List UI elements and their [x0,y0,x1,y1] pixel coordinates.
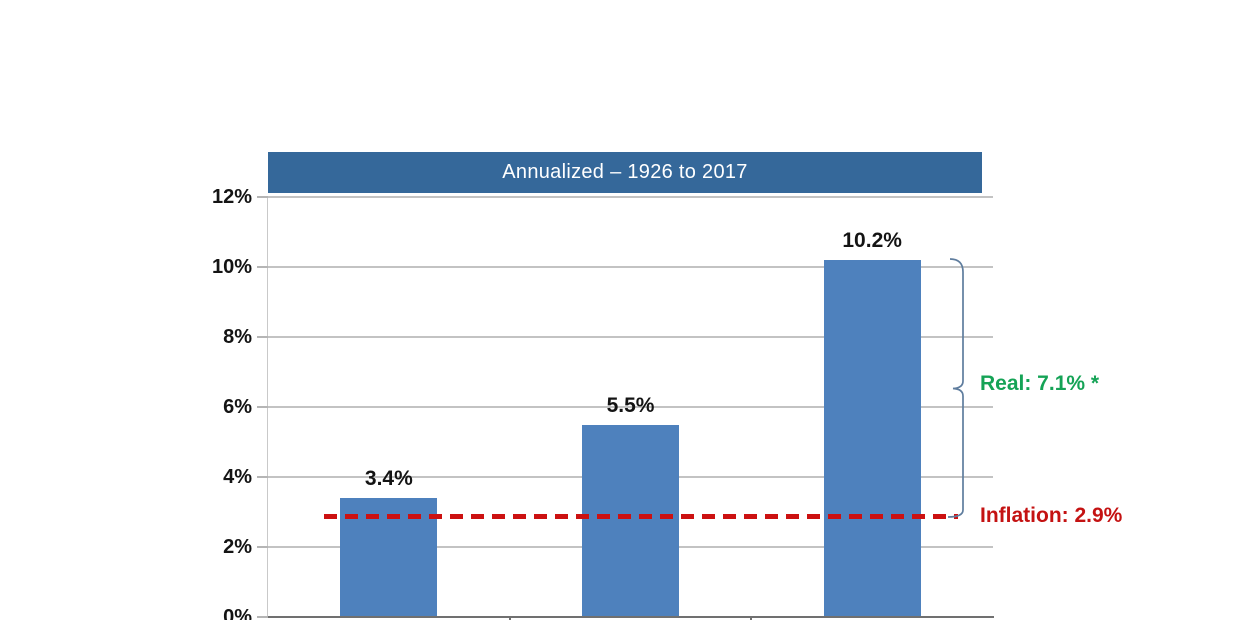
real-return-brace [947,258,964,518]
inflation-dashed-line [324,513,958,519]
gridline [268,336,993,338]
bar-value-label: 5.5% [606,393,655,417]
bar-value-label: 10.2% [842,229,902,252]
real-return-label: Real: 7.1% * [980,372,1099,396]
gridline [268,196,993,198]
bar-value-label: 3.4% [364,467,413,490]
bar [582,424,679,617]
y-axis-label: 8% [223,326,252,348]
y-axis-label: 0% [223,606,252,620]
y-axis-label: 6% [223,396,252,418]
y-axis-tick [257,476,268,478]
y-axis-label: 4% [223,466,252,488]
inflation-text: Inflation: 2.9% [980,503,1123,527]
gridline [268,266,993,268]
y-axis-tick [257,546,268,548]
y-axis-tick [257,406,268,408]
y-axis-label: 10% [211,256,252,278]
real-return-text: Real: 7.1% * [980,372,1100,395]
x-axis-tick [508,617,511,620]
inflation-label: Inflation: 2.9% [980,504,1122,528]
y-axis-label: 2% [223,536,252,558]
bar [823,260,921,617]
y-axis-tick [257,616,268,618]
x-axis-tick [750,617,753,620]
gridline [268,406,993,408]
chart-title: Annualized – 1926 to 2017 [502,161,748,183]
y-axis-label: 12% [211,186,252,208]
chart-title-banner: Annualized – 1926 to 2017 [268,152,982,193]
y-axis-tick [257,196,268,198]
y-axis-tick [257,336,268,338]
y-axis-tick [257,266,268,268]
x-axis-line [267,616,994,618]
